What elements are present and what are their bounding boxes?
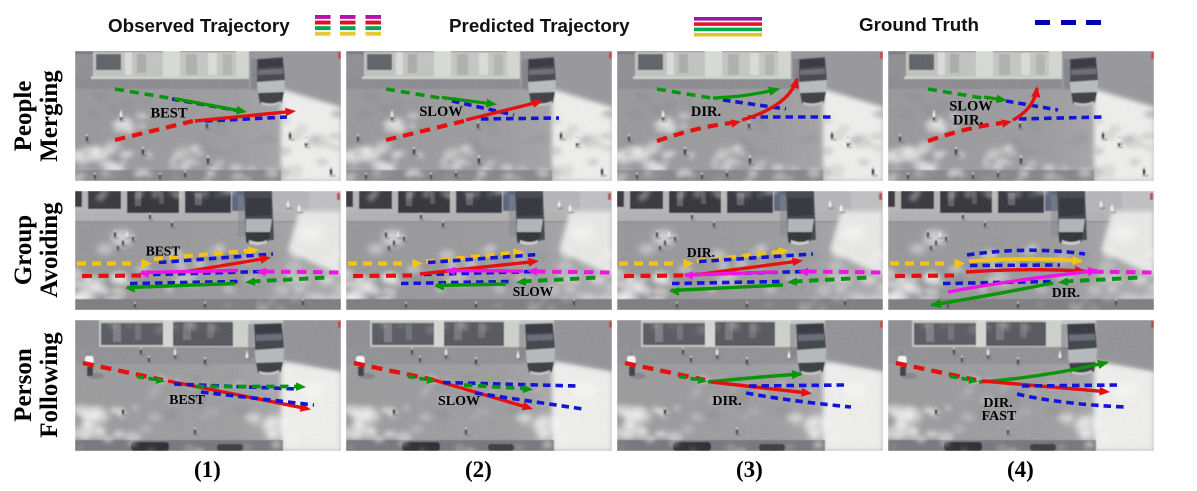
svg-text:SLOW: SLOW	[419, 104, 463, 120]
svg-text:DIR.: DIR.	[983, 396, 1012, 411]
svg-text:SLOW: SLOW	[949, 99, 993, 115]
svg-text:BEST: BEST	[146, 244, 181, 259]
svg-text:DIR.: DIR.	[687, 245, 715, 260]
svg-text:DIR.: DIR.	[691, 104, 721, 120]
svg-text:SLOW: SLOW	[513, 284, 554, 299]
svg-text:BEST: BEST	[169, 393, 205, 408]
svg-text:DIR.: DIR.	[953, 113, 983, 129]
svg-text:FAST: FAST	[982, 409, 1017, 424]
svg-text:DIR.: DIR.	[1052, 285, 1080, 300]
svg-text:BEST: BEST	[150, 106, 187, 122]
svg-text:SLOW: SLOW	[438, 394, 480, 409]
svg-text:DIR.: DIR.	[712, 394, 741, 409]
